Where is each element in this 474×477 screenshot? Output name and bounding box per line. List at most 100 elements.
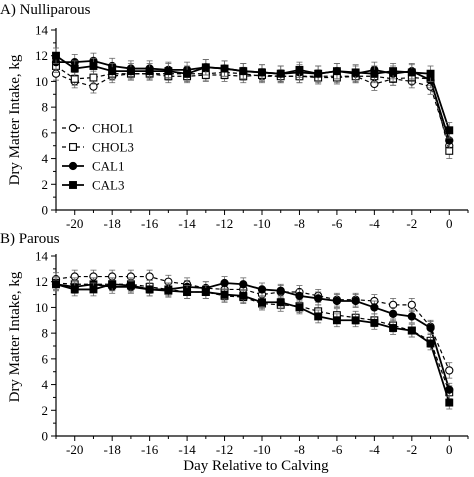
data-point xyxy=(52,51,60,60)
panel-a-y-axis-label: Dry Matter Intake, kg xyxy=(7,54,23,185)
series-cal3-b xyxy=(52,277,454,410)
data-point xyxy=(426,69,435,78)
data-point xyxy=(370,303,379,312)
legend-item-chol1: CHOL1 xyxy=(62,121,134,136)
x-tick-label-b: -12 xyxy=(216,442,233,457)
data-point xyxy=(239,67,248,76)
data-point xyxy=(295,303,304,312)
x-tick-label-a: -2 xyxy=(406,216,417,231)
x-tick-label-a: -18 xyxy=(104,216,121,231)
data-point xyxy=(407,326,416,335)
data-point xyxy=(201,288,210,296)
data-point xyxy=(426,323,435,333)
data-point xyxy=(126,281,135,290)
series-line-cal3-b xyxy=(55,283,451,403)
data-point xyxy=(89,62,98,70)
data-point xyxy=(314,69,323,78)
data-point xyxy=(145,67,154,76)
data-point xyxy=(314,294,323,303)
y-tick-label-b: 10 xyxy=(35,300,48,315)
legend-label: CAL3 xyxy=(92,178,125,193)
y-tick-label-a: 12 xyxy=(35,48,48,63)
x-tick-label-a: -6 xyxy=(331,216,342,231)
data-point xyxy=(445,126,454,135)
data-point xyxy=(295,291,304,301)
data-point xyxy=(145,285,154,294)
data-point xyxy=(445,366,454,375)
x-tick-label-b: -10 xyxy=(253,442,270,457)
legend-item-cal3: CAL3 xyxy=(62,178,125,193)
series-chol3-b xyxy=(52,276,454,400)
data-point xyxy=(258,298,266,307)
x-tick-label-b: -6 xyxy=(331,442,342,457)
data-point xyxy=(332,316,341,325)
data-point xyxy=(388,309,398,319)
y-tick-label-a: 6 xyxy=(42,125,49,140)
data-point xyxy=(126,67,135,76)
series-line-cal3-a xyxy=(55,54,451,131)
legend-marker xyxy=(68,161,78,171)
data-point xyxy=(164,286,173,295)
x-tick-label-a: -4 xyxy=(369,216,380,231)
data-point xyxy=(389,67,398,76)
data-point xyxy=(370,318,379,327)
data-point xyxy=(426,339,435,348)
data-point xyxy=(183,69,192,78)
data-point xyxy=(70,285,79,294)
data-point xyxy=(183,288,192,296)
y-tick-label-b: 2 xyxy=(42,403,49,418)
data-point xyxy=(445,398,454,407)
data-point xyxy=(201,63,210,72)
y-tick-label-a: 0 xyxy=(42,203,49,218)
x-tick-label-a: -12 xyxy=(216,216,233,231)
panel-b-x-axis-label: Day Relative to Calving xyxy=(183,458,329,474)
data-point xyxy=(332,67,341,76)
legend-item-chol3: CHOL3 xyxy=(62,140,134,155)
series-cal3-a xyxy=(52,47,454,139)
data-point xyxy=(351,68,360,77)
x-tick-label-b: -16 xyxy=(141,442,159,457)
x-tick-label-a: -10 xyxy=(253,216,270,231)
series-line-chol1-b xyxy=(55,275,450,371)
data-point xyxy=(407,68,416,77)
y-tick-label-a: 10 xyxy=(35,74,48,89)
y-tick-label-a: 4 xyxy=(42,151,49,166)
data-point xyxy=(351,316,360,325)
data-point xyxy=(258,68,266,77)
data-point xyxy=(108,280,117,289)
data-point xyxy=(257,285,267,294)
y-tick-label-a: 14 xyxy=(35,23,49,38)
data-point xyxy=(89,73,98,82)
legend: CHOL1 CHOL3 CAL1 CAL3 xyxy=(62,121,134,193)
legend-label: CHOL1 xyxy=(92,121,134,136)
x-tick-label-b: -2 xyxy=(406,442,417,457)
legend-label: CAL1 xyxy=(92,159,125,174)
data-point xyxy=(89,285,98,294)
data-point xyxy=(370,69,379,78)
data-point xyxy=(145,272,154,281)
legend-label: CHOL3 xyxy=(92,140,134,155)
y-tick-label-b: 4 xyxy=(42,377,49,392)
panel-a-title: A) Nulliparous xyxy=(0,2,91,18)
y-tick-label-b: 8 xyxy=(42,326,49,341)
series-line-chol3-a xyxy=(55,65,450,152)
y-tick-label-b: 12 xyxy=(35,274,48,289)
data-point xyxy=(351,296,360,306)
y-tick-label-b: 0 xyxy=(42,429,49,444)
x-tick-label-a: 0 xyxy=(446,216,453,231)
y-tick-label-b: 6 xyxy=(42,351,49,366)
data-point xyxy=(52,280,60,289)
data-point xyxy=(276,286,285,295)
panel-a: A) Nulliparous Dry Matter Intake, kg 0 2 4… xyxy=(0,2,469,231)
data-point xyxy=(239,291,248,300)
series-cal1-b xyxy=(51,276,454,397)
data-point xyxy=(220,278,229,288)
data-point xyxy=(70,64,79,73)
x-tick-label-b: 0 xyxy=(446,442,453,457)
data-point xyxy=(276,69,285,78)
x-tick-label-b: -4 xyxy=(369,442,380,457)
legend-item-cal1: CAL1 xyxy=(62,159,125,174)
x-tick-label-b: -18 xyxy=(104,442,121,457)
